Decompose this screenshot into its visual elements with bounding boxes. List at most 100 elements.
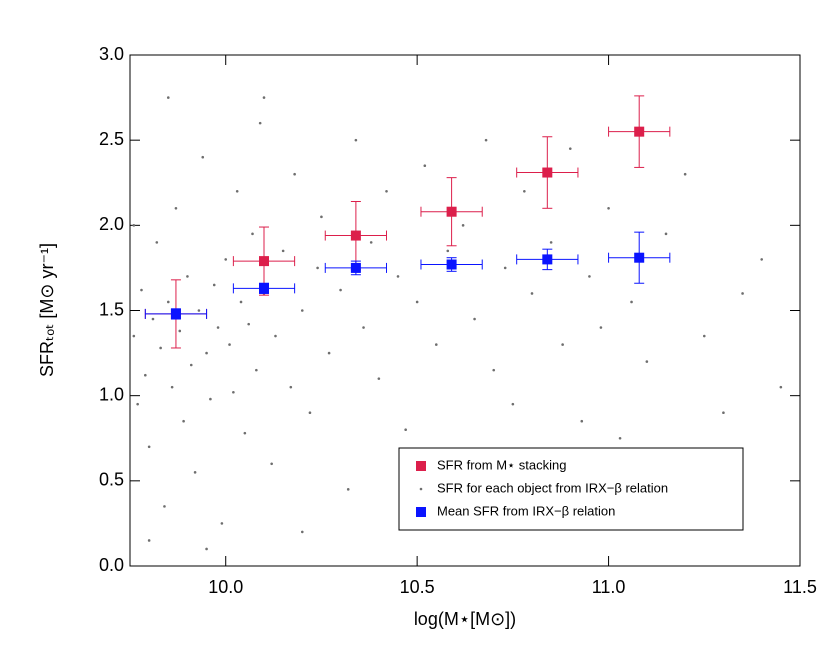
point — [473, 317, 476, 321]
point — [193, 471, 197, 474]
point — [258, 121, 262, 125]
point — [201, 155, 205, 159]
point — [561, 343, 564, 346]
y-tick-label: 0.5 — [99, 470, 124, 490]
point — [281, 249, 285, 253]
point — [549, 241, 553, 244]
x-tick-label: 10.0 — [208, 577, 243, 597]
point — [446, 249, 450, 253]
y-tick-label: 1.5 — [99, 299, 124, 319]
point — [385, 189, 388, 193]
point — [239, 300, 243, 304]
point — [247, 322, 250, 326]
point — [197, 309, 201, 312]
point — [354, 138, 358, 142]
point — [259, 256, 269, 267]
y-tick-label: 1.0 — [99, 384, 124, 404]
point — [346, 488, 350, 491]
point — [300, 530, 304, 534]
point — [259, 283, 269, 294]
point — [163, 505, 166, 508]
point — [170, 385, 174, 389]
point — [396, 275, 400, 278]
point — [132, 334, 136, 338]
point — [503, 266, 507, 270]
point — [300, 309, 304, 312]
point — [136, 402, 139, 406]
point — [664, 232, 668, 236]
legend-marker — [416, 507, 426, 517]
point — [174, 207, 178, 210]
point — [232, 390, 235, 394]
point — [262, 96, 266, 99]
legend-marker — [419, 487, 423, 491]
x-tick-label: 11.5 — [783, 577, 817, 597]
point — [779, 385, 783, 389]
point — [228, 343, 231, 346]
point — [741, 292, 744, 295]
point — [166, 96, 170, 99]
point — [350, 262, 361, 273]
point — [484, 138, 488, 142]
x-tick-label: 11.0 — [592, 577, 626, 597]
point — [568, 147, 572, 150]
x-axis-label: log(M⋆[M⊙]) — [414, 609, 516, 629]
x-tick-label: 10.5 — [400, 577, 435, 597]
point — [140, 288, 143, 292]
point — [423, 164, 427, 168]
point — [630, 300, 633, 304]
point — [166, 300, 170, 304]
point — [722, 411, 725, 415]
point — [339, 288, 342, 292]
point — [760, 258, 764, 261]
point — [243, 431, 247, 435]
legend-label: SFR from M⋆ stacking — [437, 457, 567, 472]
point — [492, 368, 496, 372]
point — [369, 241, 373, 244]
point — [607, 207, 610, 210]
point — [147, 539, 151, 542]
point — [186, 275, 189, 278]
point — [645, 360, 649, 363]
point — [588, 275, 591, 278]
legend-label: Mean SFR from IRX−β relation — [437, 503, 615, 518]
legend-marker — [416, 461, 426, 471]
point — [235, 189, 239, 193]
point — [446, 259, 457, 270]
point — [132, 224, 136, 227]
y-axis-label: SFRₜₒₜ [M⊙ yr⁻¹] — [37, 243, 57, 377]
point — [220, 522, 224, 525]
point — [320, 215, 323, 219]
point — [270, 462, 273, 466]
point — [316, 266, 319, 270]
point — [170, 308, 181, 319]
point — [205, 547, 208, 551]
point — [151, 317, 155, 321]
point — [542, 167, 553, 178]
point — [155, 241, 159, 244]
point — [189, 363, 193, 367]
point — [634, 252, 645, 263]
point — [511, 402, 515, 406]
point — [255, 368, 258, 372]
point — [634, 126, 645, 137]
point — [308, 411, 312, 415]
point — [293, 172, 296, 176]
point — [350, 230, 361, 241]
point — [377, 377, 381, 380]
y-tick-label: 2.5 — [99, 129, 124, 149]
point — [415, 300, 419, 304]
point — [289, 385, 293, 389]
point — [599, 326, 603, 329]
point — [212, 283, 216, 287]
point — [446, 206, 457, 217]
y-tick-label: 2.0 — [99, 214, 124, 234]
point — [461, 224, 465, 227]
point — [209, 397, 212, 401]
y-tick-label: 0.0 — [99, 555, 124, 575]
point — [702, 334, 706, 338]
point — [144, 373, 147, 377]
legend-label: SFR for each object from IRX−β relation — [437, 480, 668, 495]
point — [530, 292, 534, 295]
